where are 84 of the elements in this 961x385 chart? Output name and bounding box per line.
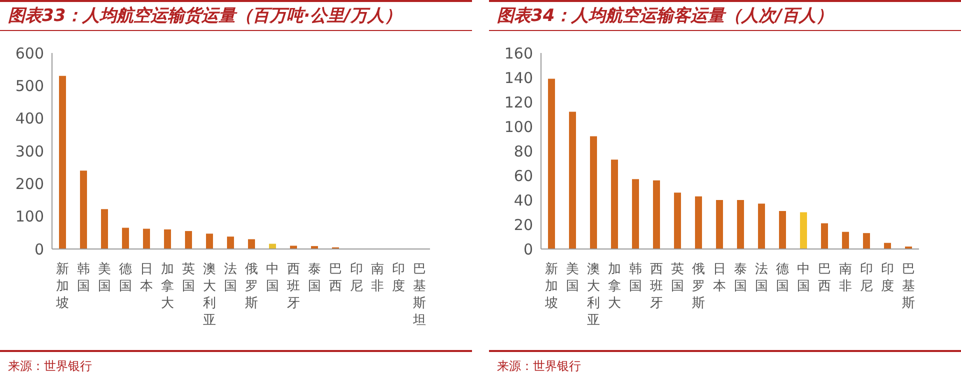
x-tick-label: 日本: [140, 262, 153, 294]
x-tick-label: 南非: [371, 262, 384, 294]
y-tick-label: 0: [523, 240, 533, 258]
bar: [884, 242, 891, 249]
bar: [122, 228, 129, 249]
x-tick-label: 泰国: [308, 262, 321, 294]
bar: [758, 204, 765, 249]
bar: [716, 200, 723, 249]
y-tick-label: 600: [15, 44, 44, 62]
y-tick-label: 80: [514, 142, 533, 160]
x-tick-label: 韩国: [629, 262, 642, 294]
x-tick-label: 英国: [671, 262, 684, 294]
x-tick-label: 印度: [392, 262, 405, 294]
bar: [611, 160, 618, 249]
bar: [842, 232, 849, 249]
source-note: 来源：世界银行: [8, 358, 93, 375]
y-tick-label: 0: [34, 240, 44, 258]
bar: [821, 223, 828, 249]
y-tick-label: 500: [15, 76, 44, 95]
x-tick-label: 巴西: [818, 262, 831, 294]
x-tick-label: 西班牙: [287, 262, 300, 311]
x-tick-label: 加拿大: [608, 262, 621, 311]
bar: [164, 229, 171, 249]
x-tick-label: 德国: [119, 262, 132, 294]
x-tick-label: 印尼: [350, 262, 363, 294]
y-tick-label: 400: [15, 110, 44, 128]
x-tick-label: 英国: [182, 262, 195, 294]
x-tick-label: 日本: [713, 262, 726, 294]
chart-title: 图表34：人均航空运输客运量（人次/百人）: [489, 0, 961, 31]
x-tick-label: 俄罗斯: [692, 262, 705, 311]
bar: [185, 231, 192, 249]
x-tick-label: 南非: [839, 262, 852, 294]
x-tick-label: 澳大利亚: [203, 262, 216, 328]
x-tick-label: 巴基斯: [902, 262, 915, 311]
y-tick-label: 200: [15, 174, 44, 193]
x-tick-label: 韩国: [77, 262, 90, 294]
y-tick-label: 160: [504, 44, 533, 62]
x-tick-label: 德国: [776, 262, 789, 294]
y-tick-label: 20: [514, 216, 533, 234]
bar: [143, 228, 150, 249]
y-tick-label: 140: [504, 68, 533, 87]
bar: [674, 192, 681, 249]
y-tick-label: 100: [15, 208, 44, 226]
chart-title: 图表33：人均航空运输货运量（百万吨·公里/万人）: [0, 0, 472, 31]
bar: [59, 76, 66, 249]
bar: [653, 180, 660, 249]
source-note: 来源：世界银行: [497, 358, 582, 375]
y-tick-label: 60: [514, 166, 533, 185]
x-tick-label: 中国: [266, 262, 279, 294]
x-tick-label: 巴基斯坦: [412, 262, 426, 328]
bar: [206, 234, 213, 249]
x-tick-label: 法国: [755, 262, 768, 294]
bar: [632, 179, 639, 249]
y-tick-label: 40: [514, 191, 533, 210]
bar: [590, 136, 597, 249]
x-tick-label: 美国: [566, 261, 579, 294]
bar: [569, 112, 576, 249]
x-tick-label: 新加坡: [544, 262, 558, 311]
x-tick-label: 澳大利亚: [587, 262, 600, 328]
bar: [863, 233, 870, 249]
x-tick-label: 中国: [797, 262, 810, 294]
bar: [800, 212, 807, 249]
bar: [227, 236, 234, 249]
y-tick-label: 120: [504, 93, 533, 112]
bar: [695, 196, 702, 249]
bar: [548, 78, 555, 249]
bar: [248, 239, 255, 249]
x-tick-label: 法国: [224, 262, 237, 294]
bar: [290, 246, 297, 249]
x-tick-label: 巴西: [329, 262, 342, 294]
x-tick-label: 美国: [98, 261, 111, 294]
x-tick-label: 西班牙: [650, 262, 663, 311]
x-tick-label: 印尼: [860, 262, 873, 294]
bar: [779, 211, 786, 249]
y-tick-label: 300: [15, 142, 44, 160]
x-tick-label: 印度: [881, 262, 894, 294]
y-tick-label: 100: [504, 118, 533, 136]
bar: [101, 209, 108, 249]
x-tick-label: 新加坡: [55, 262, 69, 311]
x-tick-label: 俄罗斯: [245, 262, 258, 311]
bar: [737, 200, 744, 249]
bar: [80, 170, 87, 249]
x-tick-label: 加拿大: [161, 262, 174, 311]
x-tick-label: 泰国: [734, 262, 747, 294]
